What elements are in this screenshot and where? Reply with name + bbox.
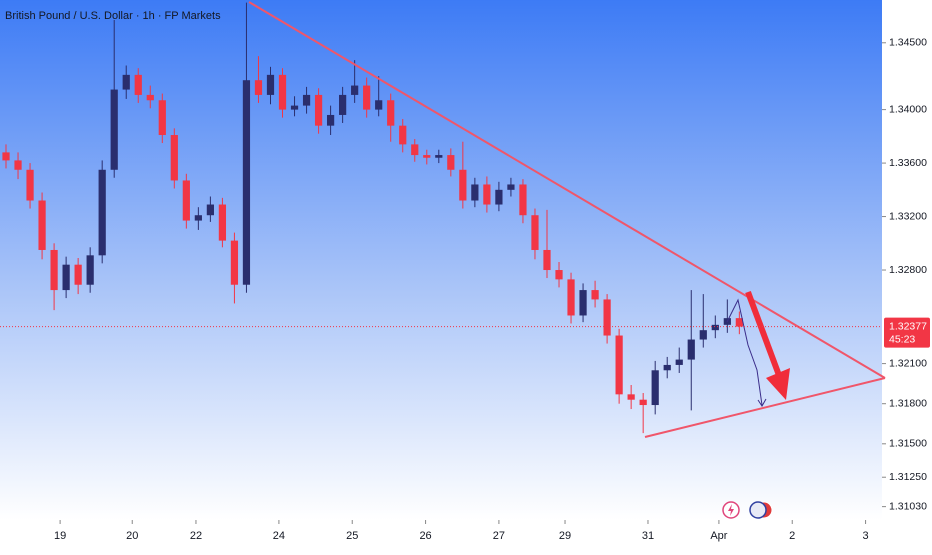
candle-body bbox=[399, 125, 407, 145]
candle-body bbox=[495, 189, 503, 205]
candle-body bbox=[555, 270, 563, 280]
y-tick-label: 1.34500 bbox=[889, 37, 927, 49]
candle-body bbox=[62, 264, 70, 291]
candle-body bbox=[122, 74, 130, 90]
flag-icon[interactable] bbox=[749, 501, 767, 519]
event-icon-bolt bbox=[728, 504, 734, 516]
candle-body bbox=[507, 184, 515, 190]
candle-body bbox=[254, 80, 263, 95]
candle-body bbox=[567, 279, 575, 316]
x-tick-label: 26 bbox=[419, 530, 431, 542]
candle-body bbox=[363, 85, 371, 110]
candle-body bbox=[699, 330, 707, 340]
resistance-trendline bbox=[248, 1, 886, 379]
y-tick-label: 1.31030 bbox=[889, 500, 927, 512]
candle-body bbox=[591, 290, 599, 300]
x-tick-label: 29 bbox=[559, 530, 571, 542]
x-tick-label: 22 bbox=[190, 530, 202, 542]
forecast-arrow bbox=[745, 290, 783, 380]
candle-body bbox=[411, 144, 419, 156]
y-tick-label: 1.33600 bbox=[889, 157, 927, 169]
candle-body bbox=[531, 215, 539, 250]
x-tick-label: 19 bbox=[54, 530, 66, 542]
y-tick-label: 1.32100 bbox=[889, 357, 927, 369]
candle-body bbox=[603, 299, 611, 336]
x-tick-label: 27 bbox=[493, 530, 505, 542]
x-tick-label: 2 bbox=[789, 530, 795, 542]
candle-body bbox=[326, 114, 335, 126]
x-tick-label: Apr bbox=[710, 530, 727, 542]
candle-body bbox=[711, 324, 719, 331]
candle-body bbox=[615, 335, 623, 395]
candle-body bbox=[98, 169, 106, 256]
projection-arrowhead bbox=[757, 398, 767, 407]
candle-body bbox=[687, 339, 695, 360]
x-tick-label: 31 bbox=[642, 530, 654, 542]
candle-body bbox=[459, 169, 467, 201]
candle-body bbox=[38, 200, 46, 250]
candle-body bbox=[86, 255, 94, 285]
candle-body bbox=[242, 80, 251, 285]
last-price-label: 1.32377 bbox=[889, 320, 927, 332]
candle-body bbox=[182, 180, 190, 221]
candle-body bbox=[218, 204, 227, 241]
candle-body bbox=[579, 290, 587, 316]
plot-background bbox=[0, 0, 882, 520]
y-tick-label: 1.32800 bbox=[889, 264, 927, 276]
candle-body bbox=[206, 204, 214, 216]
candle-body bbox=[194, 215, 202, 221]
candle-body bbox=[26, 169, 34, 201]
y-tick-label: 1.31250 bbox=[889, 471, 927, 483]
candle-body bbox=[471, 184, 479, 201]
x-tick-label: 24 bbox=[273, 530, 285, 542]
y-tick-label: 1.34000 bbox=[889, 103, 927, 115]
candle-body bbox=[543, 249, 551, 271]
candle-body bbox=[675, 359, 683, 365]
candle-body bbox=[627, 394, 635, 400]
y-tick-label: 1.33200 bbox=[889, 210, 927, 222]
x-tick-label: 20 bbox=[126, 530, 138, 542]
candle-body bbox=[278, 74, 287, 110]
candle-body bbox=[651, 370, 659, 406]
candle-body bbox=[663, 364, 671, 371]
candle-body bbox=[339, 94, 347, 115]
candle-body bbox=[735, 318, 743, 327]
countdown-label: 45:23 bbox=[889, 333, 915, 345]
candle-body bbox=[423, 155, 431, 158]
candle-body bbox=[435, 155, 443, 158]
candle-body bbox=[146, 94, 154, 101]
candle-body bbox=[110, 89, 118, 170]
candle-body bbox=[14, 160, 22, 170]
candle-body bbox=[314, 94, 323, 126]
candle-body bbox=[639, 399, 647, 406]
last-price-box bbox=[884, 317, 930, 348]
price-axis bbox=[882, 0, 932, 550]
candle-body bbox=[375, 100, 383, 110]
support-trendline bbox=[644, 377, 886, 438]
x-tick-label: 25 bbox=[346, 530, 358, 542]
candle-body bbox=[170, 135, 178, 181]
projection-path bbox=[726, 298, 763, 406]
candle-body bbox=[387, 100, 395, 126]
x-tick-label: 3 bbox=[863, 530, 869, 542]
candle-body bbox=[483, 184, 491, 205]
candle-body bbox=[351, 85, 359, 95]
candle-body bbox=[158, 100, 166, 136]
y-tick-label: 1.31800 bbox=[889, 397, 927, 409]
candle-body bbox=[519, 184, 527, 216]
candle-body bbox=[134, 74, 142, 95]
time-axis bbox=[0, 520, 882, 550]
candle-body bbox=[230, 240, 239, 285]
candle-body bbox=[447, 155, 455, 170]
candle-body bbox=[50, 249, 58, 291]
y-tick-label: 1.31500 bbox=[889, 438, 927, 450]
candle-body bbox=[74, 264, 82, 285]
candle-body bbox=[2, 152, 10, 161]
chart-title: British Pound / U.S. Dollar · 1h · FP Ma… bbox=[5, 10, 221, 22]
candle-body bbox=[266, 74, 275, 95]
candle-body bbox=[302, 94, 311, 106]
candle-body bbox=[290, 105, 299, 110]
forecast-arrowhead bbox=[766, 368, 790, 400]
